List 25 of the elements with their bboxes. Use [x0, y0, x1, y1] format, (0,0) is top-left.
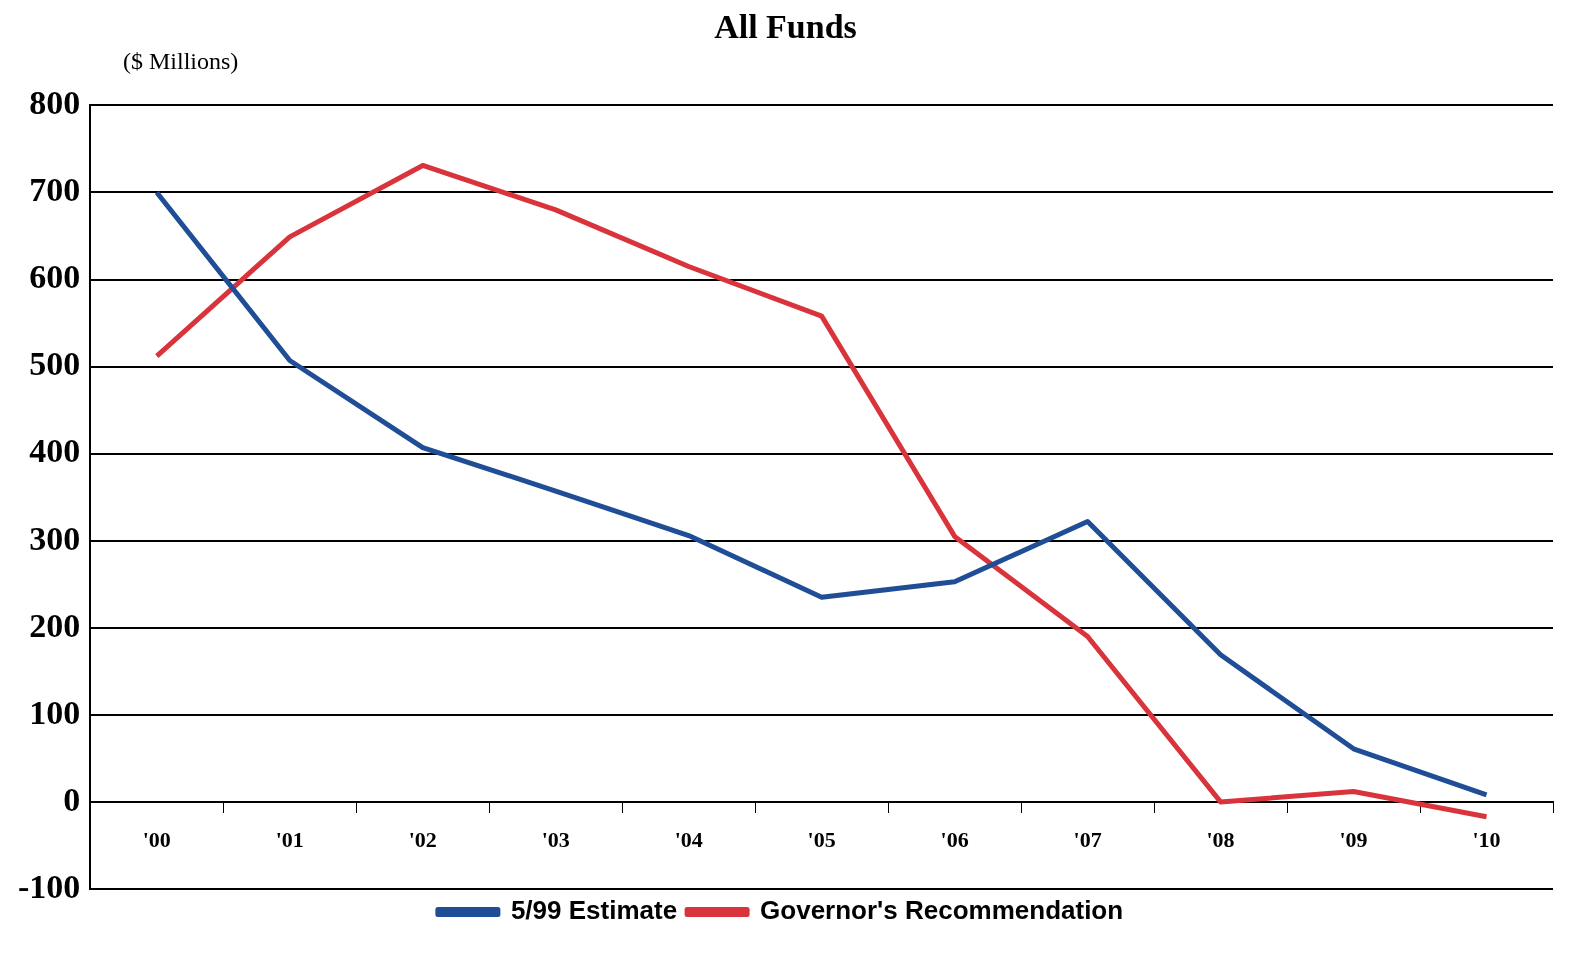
- y-tick-label: 600: [29, 258, 81, 296]
- x-tick-label: '04: [674, 826, 703, 852]
- x-tick-label: '00: [142, 826, 171, 852]
- y-tick-label: 200: [29, 606, 81, 644]
- x-tick-label: '06: [940, 826, 969, 852]
- x-tick-label: '08: [1206, 826, 1235, 852]
- y-tick-label: 700: [29, 171, 81, 209]
- x-tick-label: '03: [541, 826, 570, 852]
- y-tick-label: 400: [29, 432, 81, 470]
- y-tick-label: -100: [17, 867, 81, 905]
- legend-label: 5/99 Estimate: [510, 895, 678, 926]
- x-tick-label: '07: [1073, 826, 1102, 852]
- x-tick-label: '10: [1472, 826, 1501, 852]
- x-tick-label: '01: [275, 826, 304, 852]
- chart-title: All Funds: [713, 8, 858, 47]
- y-tick-label: 500: [29, 345, 81, 383]
- legend-label: Governor's Recommendation: [760, 895, 1124, 926]
- y-tick-label: 800: [29, 84, 81, 122]
- y-tick-label: 0: [63, 780, 81, 818]
- x-tick-label: '05: [807, 826, 836, 852]
- x-tick-label: '02: [408, 826, 437, 852]
- y-axis-title: ($ Millions): [123, 48, 240, 75]
- y-tick-label: 100: [29, 693, 81, 731]
- y-tick-label: 300: [29, 519, 81, 557]
- x-tick-label: '09: [1339, 826, 1368, 852]
